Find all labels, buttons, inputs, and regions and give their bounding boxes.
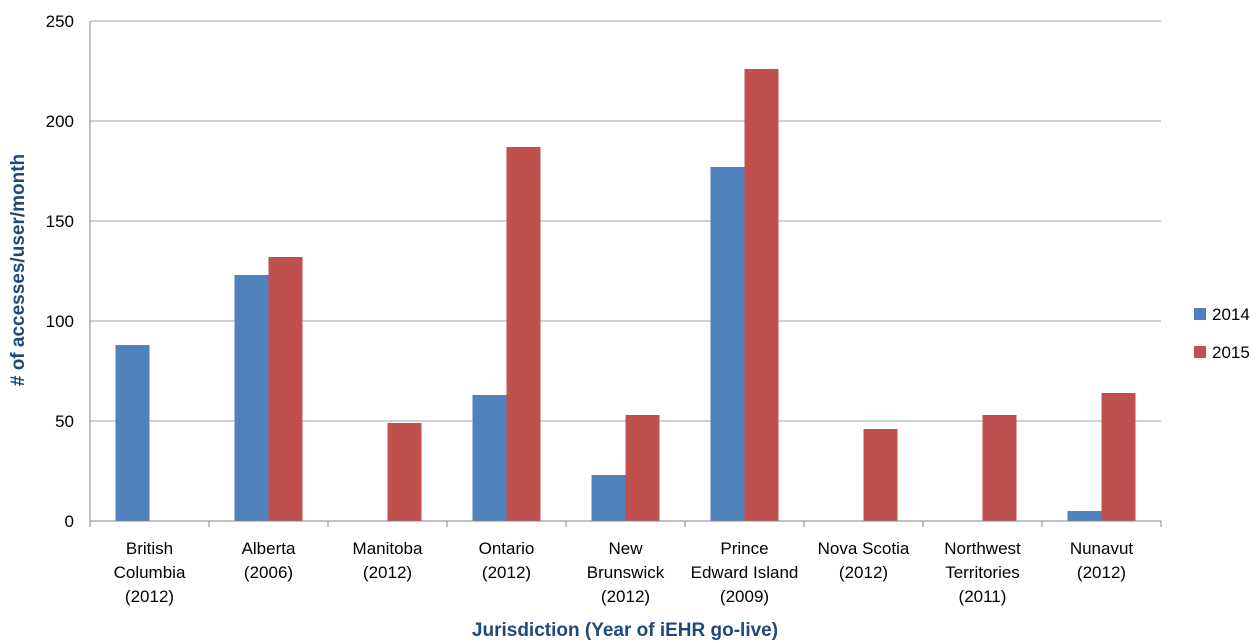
bar-2014 xyxy=(710,167,745,521)
legend-label-2015: 2015 xyxy=(1212,343,1250,362)
bar-2015 xyxy=(863,429,898,521)
bar-2015 xyxy=(268,257,303,521)
x-category-label-line: Brunswick xyxy=(587,563,665,582)
y-tick-label: 200 xyxy=(46,112,74,131)
y-tick-labels: 0 50 100 150 200 250 xyxy=(46,12,74,531)
bar-2015 xyxy=(1101,393,1136,521)
x-category-label: Alberta (2006) xyxy=(242,539,296,582)
x-category-label-line: Northwest xyxy=(944,539,1021,558)
x-category-label: Nunavut (2012) xyxy=(1070,539,1134,582)
x-category-label-line: Alberta xyxy=(242,539,296,558)
bar-2015 xyxy=(982,415,1017,521)
x-category-label-line: (2012) xyxy=(839,563,888,582)
bar-2014 xyxy=(234,275,269,521)
legend-swatch-2015 xyxy=(1194,346,1206,358)
legend-label-2014: 2014 xyxy=(1212,305,1250,324)
y-tick-label: 250 xyxy=(46,12,74,31)
bars xyxy=(115,69,1136,521)
legend-swatch-2014 xyxy=(1194,308,1206,320)
x-category-label-line: Territories xyxy=(945,563,1020,582)
bar-2015 xyxy=(506,147,541,521)
x-category-label-line: Ontario xyxy=(479,539,535,558)
x-category-label-line: (2012) xyxy=(363,563,412,582)
bar-2014 xyxy=(591,475,626,521)
y-tick-label: 100 xyxy=(46,312,74,331)
x-category-label-line: (2012) xyxy=(482,563,531,582)
y-tick-label: 50 xyxy=(55,412,74,431)
x-category-label-line: Nunavut xyxy=(1070,539,1134,558)
bar-2014 xyxy=(472,395,507,521)
axes xyxy=(89,21,1162,527)
x-axis-title: Jurisdiction (Year of iEHR go-live) xyxy=(472,620,778,641)
x-category-label-line: (2006) xyxy=(244,563,293,582)
x-category-label: Northwest Territories (2011) xyxy=(944,539,1021,606)
x-category-label-line: (2009) xyxy=(720,587,769,606)
x-category-label: British Columbia (2012) xyxy=(114,539,186,606)
bar-2015 xyxy=(625,415,660,521)
y-tick-label: 0 xyxy=(65,512,74,531)
y-tick-label: 150 xyxy=(46,212,74,231)
x-category-label-line: (2012) xyxy=(125,587,174,606)
x-category-label-line: (2012) xyxy=(601,587,650,606)
x-category-label-line: Manitoba xyxy=(353,539,423,558)
bar-2015 xyxy=(744,69,779,521)
x-category-label-line: Columbia xyxy=(114,563,186,582)
x-category-label-line: British xyxy=(126,539,173,558)
bar-2015 xyxy=(387,423,422,521)
x-category-label-line: Prince xyxy=(720,539,768,558)
x-category-label-line: New xyxy=(608,539,643,558)
x-category-label-line: (2011) xyxy=(959,587,1007,606)
x-category-label-line: Edward Island xyxy=(691,563,799,582)
x-category-label: New Brunswick (2012) xyxy=(587,539,665,606)
bar-2014 xyxy=(1067,511,1102,521)
x-category-label: Nova Scotia (2012) xyxy=(818,539,910,582)
y-axis-title: # of accesses/user/month xyxy=(8,154,29,386)
x-category-label-line: Nova Scotia xyxy=(818,539,910,558)
x-category-label: Manitoba (2012) xyxy=(353,539,423,582)
x-category-label: Ontario (2012) xyxy=(479,539,535,582)
x-category-label: Prince Edward Island (2009) xyxy=(691,539,799,606)
x-category-label-line: (2012) xyxy=(1077,563,1126,582)
legend: 2014 2015 xyxy=(1194,305,1250,362)
x-category-labels: British Columbia (2012) Alberta (2006) Manito… xyxy=(114,539,1134,606)
bar-2014 xyxy=(115,345,150,521)
